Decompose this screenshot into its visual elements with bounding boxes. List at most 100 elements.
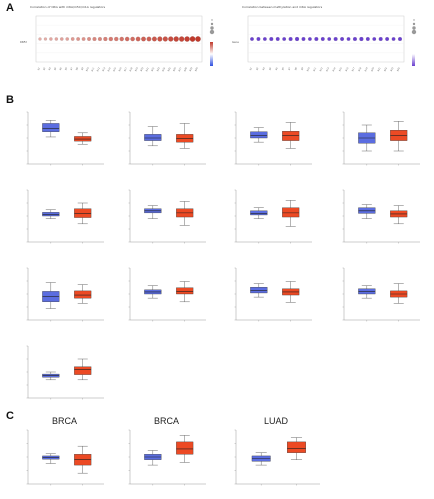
legend-size-dot <box>210 22 214 26</box>
x-tick-label: g21 <box>377 66 382 72</box>
dot-g26 <box>173 36 179 42</box>
x-tick-label: g14 <box>332 66 337 72</box>
boxplot-panel-14: BRCA <box>18 416 110 494</box>
boxplot-svg <box>234 429 320 486</box>
x-tick-label: g25 <box>167 66 172 72</box>
x-tick-label: g22 <box>383 66 388 72</box>
x-tick-label: g28 <box>183 66 188 72</box>
legend-size-dot <box>411 29 417 35</box>
dot-g25 <box>168 36 174 42</box>
box-tumor <box>176 287 194 295</box>
dot-g13 <box>327 37 332 41</box>
boxplot-svg <box>128 111 206 166</box>
dot-g1 <box>38 37 42 41</box>
x-tick-label: g12 <box>96 66 101 72</box>
x-tick-label: g8 <box>294 66 298 70</box>
x-tick-label: g20 <box>139 66 144 72</box>
dot-g28 <box>184 36 190 42</box>
x-tick-label: g1 <box>249 66 253 70</box>
panel-a-right-dotplot: g1 g2 g3 g4 g5 g6 g7 g8 g9 g10 g11 g12 g13 g14 g15 g16 g… <box>247 15 417 72</box>
boxplot-panel-2 <box>120 104 212 174</box>
x-tick-label: g1 <box>37 66 41 70</box>
x-tick-label: g3 <box>262 66 266 70</box>
boxplot-panel-10 <box>120 260 212 330</box>
dot-g16 <box>119 36 124 42</box>
x-tick-label: g19 <box>364 66 369 72</box>
box-normal <box>250 210 268 216</box>
dot-g7 <box>70 37 75 41</box>
x-tick-label: g16 <box>118 66 123 72</box>
boxplot-panel-5 <box>18 182 110 252</box>
x-tick-label: g22 <box>150 66 155 72</box>
x-tick-label: g10 <box>306 66 311 72</box>
panel-a-right-title: Correlation between methylation and m6A … <box>242 5 323 9</box>
boxplot-panel-16: LUAD <box>226 416 326 494</box>
dot-g30 <box>195 36 201 42</box>
x-tick-label: g14 <box>107 66 112 72</box>
dot-g14 <box>108 36 113 42</box>
dot-g16 <box>346 37 351 41</box>
x-tick-label: g13 <box>101 66 106 72</box>
box-normal <box>42 123 60 132</box>
x-tick-label: g11 <box>90 66 95 72</box>
box-tumor <box>176 441 194 455</box>
dot-g23 <box>157 36 163 42</box>
dot-g27 <box>179 36 185 42</box>
boxplot-svg <box>234 189 312 244</box>
x-tick-label: g24 <box>396 66 401 72</box>
dot-g20 <box>141 36 146 42</box>
boxplot-panel-12 <box>334 260 426 330</box>
x-tick-label: g6 <box>64 66 68 70</box>
x-tick-label: g10 <box>85 66 90 72</box>
x-tick-label: g17 <box>123 66 128 72</box>
dot-g12 <box>97 37 102 41</box>
dot-g19 <box>365 37 370 41</box>
x-tick-label: g9 <box>80 66 84 70</box>
x-tick-label: g6 <box>281 66 285 70</box>
panel-a-left-ylabel: RNF2 <box>20 41 27 44</box>
dot-g6 <box>65 37 69 41</box>
box-normal <box>144 134 162 141</box>
boxplot-svg <box>128 267 206 322</box>
dot-g2 <box>256 37 261 41</box>
colorbar <box>412 42 415 66</box>
dot-g9 <box>301 37 306 41</box>
legend-size-dot <box>412 22 416 26</box>
x-tick-label: g5 <box>275 66 279 70</box>
boxplot-title: BRCA <box>154 416 180 426</box>
x-tick-label: g26 <box>172 66 177 72</box>
boxplot-panel-13 <box>18 338 110 408</box>
dot-g5 <box>275 37 280 41</box>
boxplot-svg <box>234 267 312 322</box>
x-tick-label: g16 <box>344 66 349 72</box>
x-tick-label: g20 <box>370 66 375 72</box>
x-tick-label: g2 <box>42 66 46 70</box>
x-tick-label: g21 <box>145 66 150 72</box>
dot-g17 <box>124 36 130 42</box>
dot-g21 <box>146 36 152 42</box>
dot-g3 <box>49 37 53 41</box>
dot-g24 <box>398 37 402 41</box>
dot-g15 <box>340 37 345 41</box>
dot-g6 <box>282 37 287 41</box>
legend <box>411 19 417 66</box>
legend-size-dot <box>412 26 416 30</box>
x-tick-label: g23 <box>390 66 395 72</box>
boxplot-panel-15: BRCA <box>120 416 212 494</box>
x-tick-label: g18 <box>357 66 362 72</box>
boxplot-svg <box>26 189 104 244</box>
boxplot-panel-4 <box>334 104 426 174</box>
box-tumor <box>282 207 300 218</box>
boxplot-title: BRCA <box>52 416 78 426</box>
boxplot-svg <box>26 111 104 166</box>
legend-size-dot <box>413 19 415 21</box>
panel-label-c: C <box>6 410 14 422</box>
x-tick-label: g12 <box>319 66 324 72</box>
boxplot-svg <box>128 429 206 486</box>
box-tumor <box>287 441 306 453</box>
x-tick-label: g27 <box>178 66 183 72</box>
dot-g15 <box>114 36 119 42</box>
dot-g23 <box>391 37 396 41</box>
x-tick-label: g24 <box>161 66 166 72</box>
x-tick-label: g7 <box>69 66 73 70</box>
